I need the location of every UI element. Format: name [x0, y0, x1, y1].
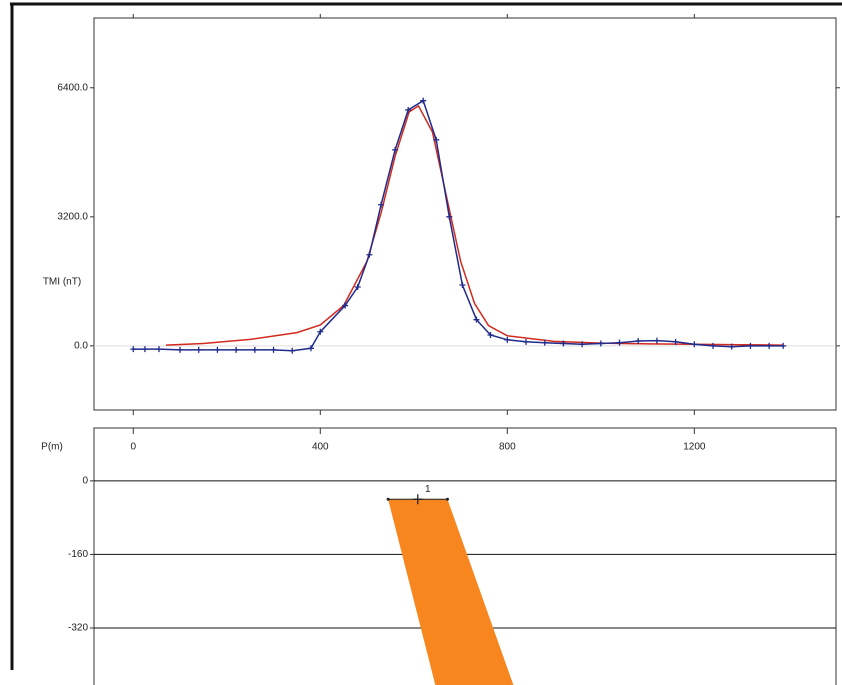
data-point	[366, 251, 373, 258]
data-point	[560, 340, 567, 347]
data-point	[251, 346, 258, 353]
data-point	[672, 338, 679, 345]
y-tick-label: 0	[82, 476, 88, 487]
data-point	[405, 106, 412, 113]
y-axis-label: TMI (nT)	[43, 277, 81, 288]
y-tick-label: 0.0	[74, 341, 88, 352]
data-point	[473, 316, 480, 323]
data-point	[635, 338, 642, 345]
top-frame	[93, 17, 837, 411]
data-point	[214, 346, 221, 353]
body-polygon	[388, 499, 514, 685]
data-point	[728, 343, 735, 350]
y-tick-label: -320	[68, 623, 88, 634]
data-point	[141, 346, 148, 353]
data-point	[541, 339, 548, 346]
data-point	[579, 341, 586, 348]
series-line	[133, 99, 784, 352]
data-point	[710, 342, 717, 349]
data-point	[270, 346, 277, 353]
data-point	[354, 283, 361, 290]
body-vertex	[445, 497, 449, 501]
y-tick-label: 3200.0	[57, 211, 88, 222]
body-label: 1	[425, 484, 431, 495]
data-point	[155, 346, 162, 353]
data-point	[342, 302, 349, 309]
x-tick-label: 400	[312, 442, 329, 453]
data-point	[691, 341, 698, 348]
data-point	[420, 97, 427, 104]
data-point	[177, 346, 184, 353]
x-tick-label: 0	[130, 442, 136, 453]
body-vertex	[386, 497, 390, 501]
bottom-frame	[93, 427, 837, 685]
y-axis-label: P(m)	[41, 442, 63, 453]
data-point	[433, 136, 440, 143]
data-point	[487, 331, 494, 338]
data-point	[378, 201, 385, 208]
x-tick-label: 1200	[683, 442, 706, 453]
data-point	[233, 346, 240, 353]
y-tick-label: 6400.0	[57, 82, 88, 93]
data-point	[616, 339, 623, 346]
data-point	[195, 346, 202, 353]
data-point	[289, 347, 296, 354]
data-point	[307, 345, 314, 352]
data-point	[504, 336, 511, 343]
series-line	[165, 104, 784, 346]
y-tick-label: -160	[68, 549, 88, 560]
data-point	[523, 338, 530, 345]
data-point	[780, 342, 787, 349]
data-point	[459, 281, 466, 288]
data-point	[766, 342, 773, 349]
data-point	[392, 146, 399, 153]
data-point	[653, 337, 660, 344]
data-point	[747, 342, 754, 349]
data-point	[130, 346, 137, 353]
body	[388, 499, 514, 685]
data-point	[597, 340, 604, 347]
data-point	[446, 213, 453, 220]
x-tick-label: 800	[499, 442, 516, 453]
data-point	[317, 328, 324, 335]
body-handle	[412, 494, 423, 505]
